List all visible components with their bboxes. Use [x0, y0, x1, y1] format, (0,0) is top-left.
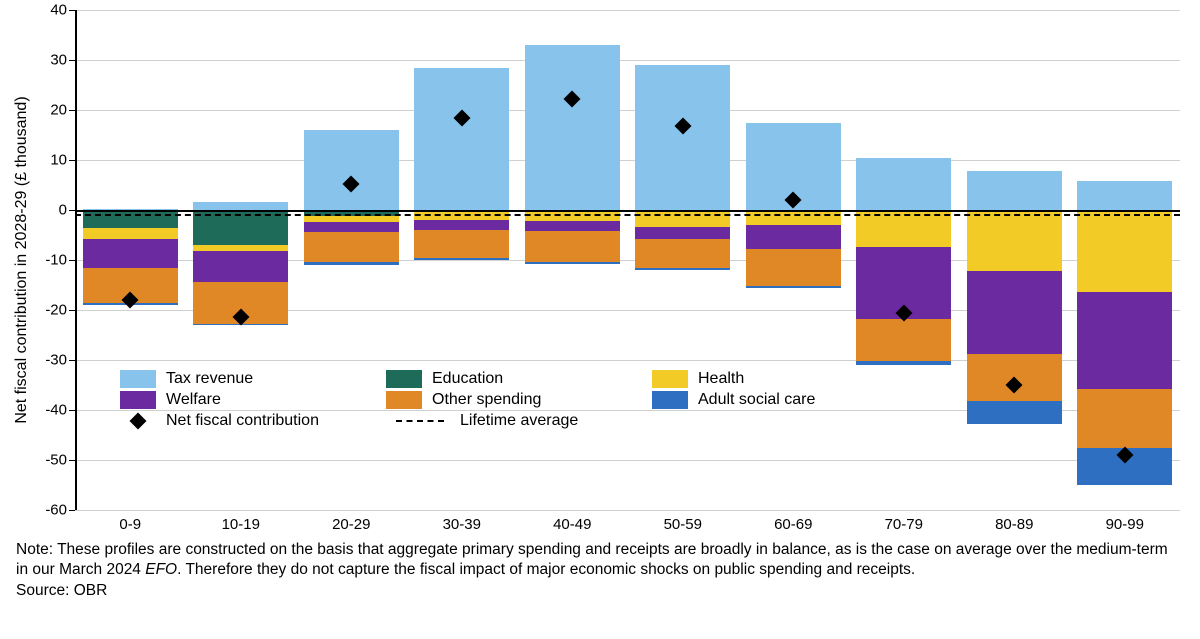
legend-label: Tax revenue	[166, 370, 253, 388]
x-tick-label: 80-89	[995, 510, 1033, 533]
legend-swatch	[386, 391, 422, 409]
legend-item-lifetime-average: Lifetime average	[396, 412, 578, 430]
bar-seg-adult_social_care	[746, 286, 841, 288]
legend-label: Health	[698, 370, 744, 388]
bar-seg-other_spending	[304, 232, 399, 262]
x-tick-label: 50-59	[664, 510, 702, 533]
legend-item-net-fiscal: Net fiscal contribution	[120, 412, 380, 430]
zero-axis-line	[75, 210, 1180, 212]
legend-swatch	[120, 370, 156, 388]
bar-seg-welfare	[1077, 292, 1172, 389]
legend-label: Adult social care	[698, 391, 815, 409]
bar-seg-tax_revenue	[414, 68, 509, 211]
bar-seg-health	[83, 228, 178, 239]
x-tick-label: 40-49	[553, 510, 591, 533]
x-tick-label: 90-99	[1106, 510, 1144, 533]
bar-seg-welfare	[304, 222, 399, 232]
bar-seg-health	[1077, 212, 1172, 292]
legend-item-other-spending: Other spending	[386, 391, 636, 409]
y-tick	[69, 510, 75, 511]
chart-note: Note: These profiles are constructed on …	[16, 540, 1184, 601]
bar-seg-other_spending	[635, 239, 730, 268]
chart-plot: -60-50-40-30-20-100102030400-910-1920-29…	[75, 10, 1180, 510]
lifetime-average-line	[75, 214, 1180, 216]
bar-seg-tax_revenue	[635, 65, 730, 210]
gridline	[75, 60, 1180, 61]
x-tick-label: 20-29	[332, 510, 370, 533]
x-tick-label: 30-39	[443, 510, 481, 533]
gridline	[75, 10, 1180, 11]
bar-seg-adult_social_care	[304, 262, 399, 265]
bar-seg-welfare	[635, 227, 730, 239]
bar-seg-other_spending	[746, 249, 841, 286]
gridline	[75, 160, 1180, 161]
note-efo: EFO	[145, 561, 177, 578]
bar-seg-welfare	[746, 225, 841, 249]
legend: Tax revenue Education Health Welfare Oth…	[120, 370, 902, 433]
bar-seg-health	[967, 212, 1062, 271]
legend-row: Tax revenue Education Health	[120, 370, 902, 388]
legend-label: Lifetime average	[460, 412, 578, 430]
bar-seg-adult_social_care	[856, 361, 951, 365]
bar-seg-welfare	[414, 220, 509, 230]
y-axis-line	[75, 10, 77, 510]
legend-item-adult-social-care: Adult social care	[652, 391, 902, 409]
note-suffix: . Therefore they do not capture the fisc…	[177, 561, 915, 578]
bar-seg-other_spending	[525, 231, 620, 262]
x-tick-label: 60-69	[774, 510, 812, 533]
legend-item-education: Education	[386, 370, 636, 388]
bar-seg-welfare	[525, 221, 620, 231]
x-tick-label: 0-9	[119, 510, 141, 533]
bar-seg-health	[856, 212, 951, 247]
legend-swatch	[120, 391, 156, 409]
bar-seg-other_spending	[414, 230, 509, 258]
diamond-icon	[130, 413, 147, 430]
x-tick-label: 70-79	[885, 510, 923, 533]
bar-seg-other_spending	[856, 319, 951, 361]
bar-seg-welfare	[83, 239, 178, 268]
legend-label: Other spending	[432, 391, 541, 409]
y-axis-label: Net fiscal contribution in 2028-29 (£ th…	[13, 96, 31, 423]
legend-swatch	[652, 391, 688, 409]
legend-row: Welfare Other spending Adult social care	[120, 391, 902, 409]
bar-seg-adult_social_care	[525, 262, 620, 264]
bar-seg-welfare	[193, 251, 288, 282]
bar-seg-tax_revenue	[1077, 181, 1172, 210]
bar-seg-tax_revenue	[304, 130, 399, 210]
gridline	[75, 110, 1180, 111]
legend-swatch	[386, 370, 422, 388]
bar-seg-other_spending	[1077, 389, 1172, 448]
bar-seg-welfare	[967, 271, 1062, 354]
source-text: Source: OBR	[16, 582, 107, 599]
bar-seg-tax_revenue	[193, 202, 288, 211]
bar-seg-adult_social_care	[414, 258, 509, 260]
bar-seg-tax_revenue	[856, 158, 951, 211]
legend-label: Net fiscal contribution	[166, 412, 319, 430]
legend-row: Net fiscal contribution Lifetime average	[120, 412, 902, 430]
legend-item-health: Health	[652, 370, 902, 388]
legend-label: Education	[432, 370, 503, 388]
gridline	[75, 460, 1180, 461]
legend-label: Welfare	[166, 391, 221, 409]
bar-seg-adult_social_care	[967, 401, 1062, 424]
legend-swatch	[652, 370, 688, 388]
bar-seg-adult_social_care	[635, 268, 730, 271]
legend-item-welfare: Welfare	[120, 391, 370, 409]
bar-seg-tax_revenue	[967, 171, 1062, 210]
bar-seg-tax_revenue	[525, 45, 620, 210]
x-tick-label: 10-19	[222, 510, 260, 533]
legend-item-tax-revenue: Tax revenue	[120, 370, 370, 388]
dash-icon	[396, 420, 444, 422]
